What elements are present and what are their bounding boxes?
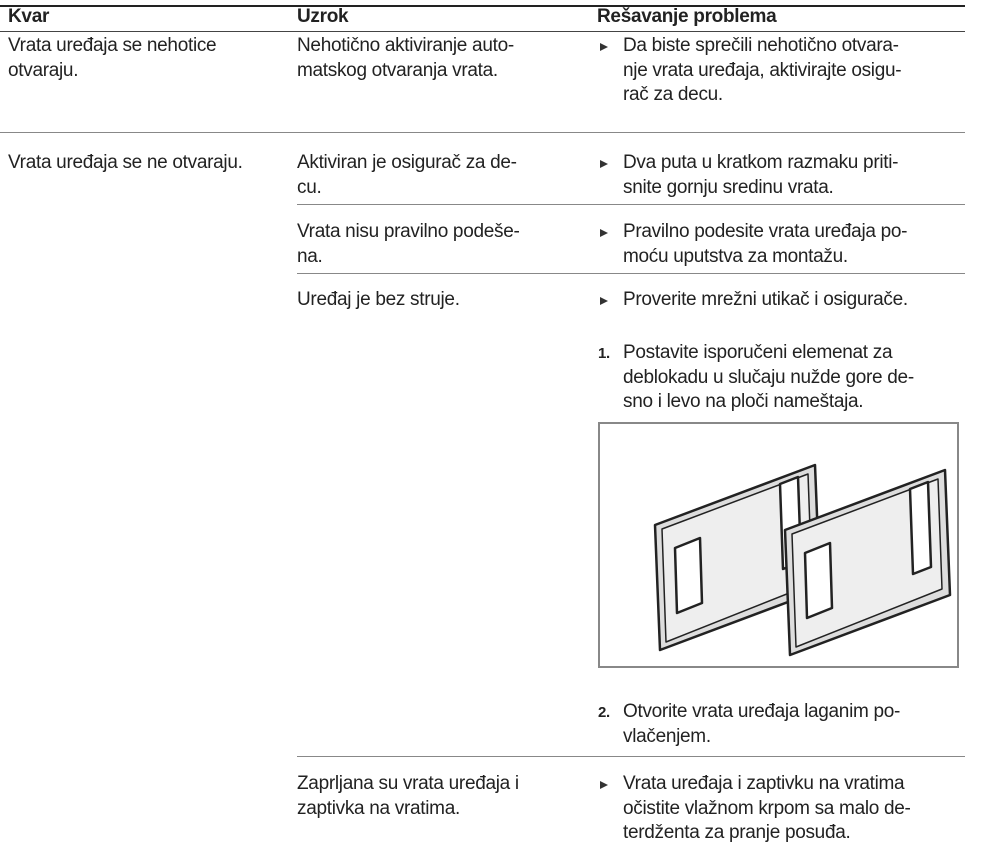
solution-text: rač za decu. [623, 84, 723, 105]
header-cell: Uzrok [297, 6, 349, 27]
solution-text: moću uputstva za montažu. [623, 245, 848, 267]
step-number: 1. [598, 345, 610, 362]
solution-text: sno i levo na ploči nameštaja. [623, 391, 864, 412]
solution-text: Da biste sprečili nehotično otvara- [623, 35, 899, 56]
solution-text: snite gornju sredinu vrata. [623, 176, 834, 198]
cause-text: matskog otvaranja vrata. [297, 59, 498, 81]
row-rule [0, 132, 965, 133]
bullet [600, 229, 608, 237]
bullet [600, 781, 608, 789]
fault-text: otvaraju. [8, 59, 79, 81]
cause-text: cu. [297, 176, 322, 198]
fault-text: Vrata uređaja se ne otvaraju. [8, 152, 243, 173]
cause-text: Zaprljana su vrata uređaja i [297, 773, 519, 794]
cause-text: na. [297, 245, 323, 267]
solution-text: Pravilno podesite vrata uređaja po- [623, 221, 908, 242]
solution-text: Otvorite vrata uređaja laganim po- [623, 701, 901, 722]
row-rule [297, 756, 965, 757]
solution-text: Postavite isporučeni elemenat za [623, 342, 893, 363]
cause-text: Aktiviran je osigurač za de- [297, 152, 517, 173]
solution-text: deblokadu u slučaju nužde gore de- [623, 366, 914, 388]
solution-text: Proverite mrežni utikač i osigurače. [623, 289, 908, 310]
fault-text: Vrata uređaja se nehotice [8, 35, 217, 56]
bullet [600, 160, 608, 168]
solution-text: Dva puta u kratkom razmaku priti- [623, 152, 899, 173]
row-rule [297, 273, 965, 274]
cause-text: Nehotično aktiviranje auto- [297, 35, 514, 56]
bullet [600, 297, 608, 305]
solution-text: vlačenjem. [623, 725, 711, 747]
header-cell: Kvar [8, 6, 50, 27]
header-rule [0, 31, 965, 32]
solution-text: terdženta za pranje posuđa. [623, 822, 851, 843]
cause-text: Uređaj je bez struje. [297, 289, 460, 310]
cause-text: zaptivka na vratima. [297, 797, 460, 819]
header-cell: Rešavanje problema [597, 6, 777, 27]
solution-text: nje vrata uređaja, aktivirajte osigu- [623, 59, 902, 81]
solution-text: očistite vlažnom krpom sa malo de- [623, 797, 911, 819]
table-top-rule [0, 5, 965, 7]
illustration [598, 422, 959, 668]
bullet [600, 43, 608, 51]
solution-text: Vrata uređaja i zaptivku na vratima [623, 773, 905, 794]
step-number: 2. [598, 704, 610, 721]
row-rule [297, 204, 965, 205]
cause-text: Vrata nisu pravilno podeše- [297, 221, 520, 242]
